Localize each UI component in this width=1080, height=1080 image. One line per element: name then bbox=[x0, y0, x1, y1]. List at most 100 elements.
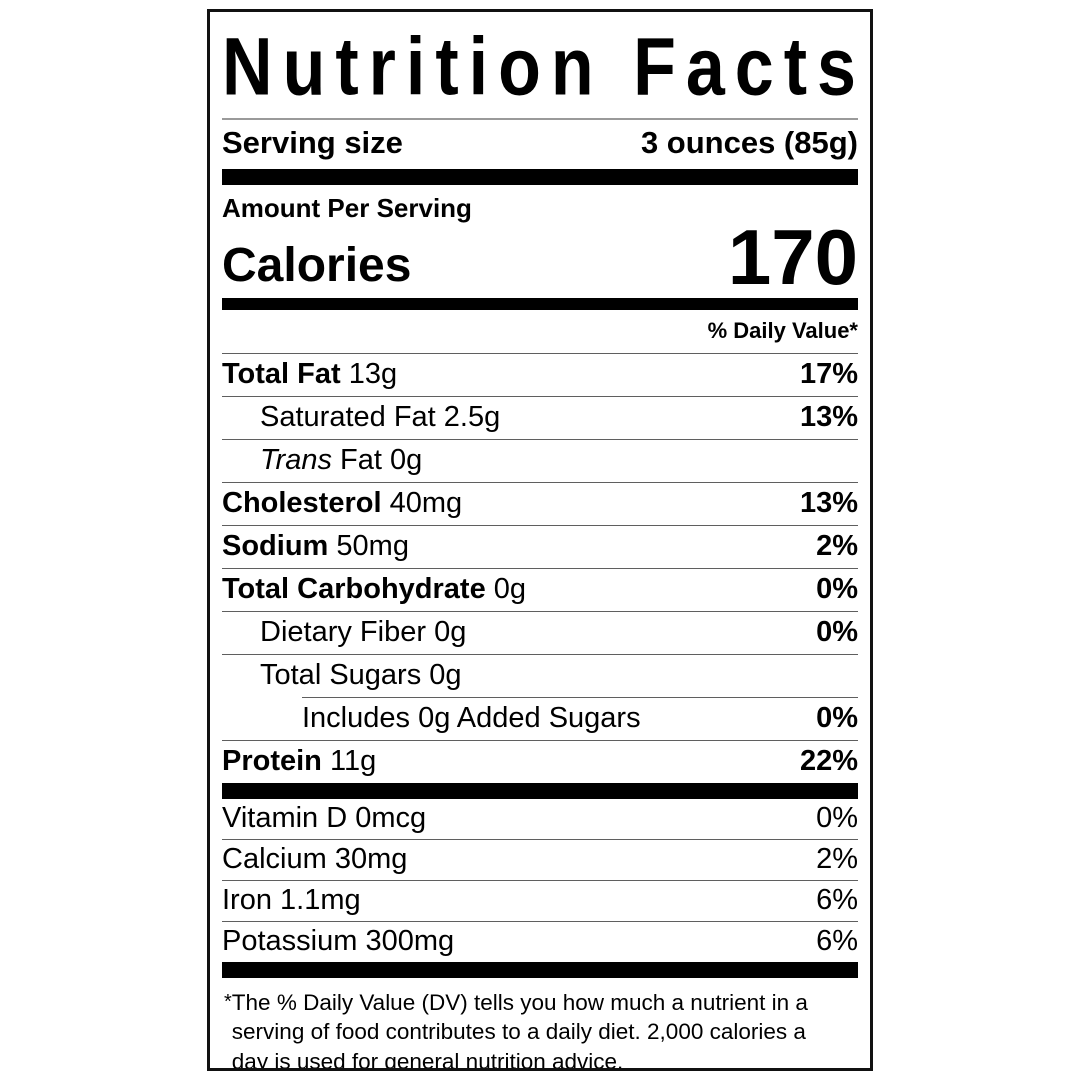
nutrient-dv: 0% bbox=[816, 701, 858, 734]
nutrient-name: Total Fat bbox=[222, 357, 341, 390]
row-divider bbox=[222, 838, 858, 840]
row-calcium: Calcium 30mg 2% bbox=[222, 840, 858, 880]
nutrient-amount: 50mg bbox=[336, 529, 409, 562]
row-divider bbox=[222, 610, 858, 612]
title-letter: c bbox=[734, 21, 776, 112]
footnote-asterisk: * bbox=[224, 990, 232, 1013]
vitamin-name: Vitamin D bbox=[222, 801, 348, 834]
title-letter: r bbox=[368, 21, 398, 112]
vitamin-name-amount: Potassium 300mg bbox=[222, 924, 454, 958]
title-letter: a bbox=[685, 21, 727, 112]
vitamin-amount: 30mg bbox=[334, 842, 408, 875]
row-divider bbox=[222, 920, 858, 922]
nutrient-amount: 13g bbox=[348, 357, 398, 390]
vitamin-name-amount: Calcium 30mg bbox=[222, 842, 408, 876]
row-divider bbox=[222, 352, 858, 354]
calories-row: Calories 170 bbox=[222, 212, 858, 301]
serving-size-row: Serving size 3 ounces (85g) bbox=[222, 120, 858, 169]
row-total-carbohydrate: Total Carbohydrate 0g 0% bbox=[222, 569, 858, 611]
vitamin-amount: 1.1mg bbox=[280, 883, 361, 916]
row-divider bbox=[222, 395, 858, 397]
nutrient-name: Protein bbox=[222, 744, 322, 777]
nutrient-name-amount: Total Carbohydrate 0g bbox=[222, 572, 527, 606]
nutrient-name-amount: Cholesterol 40mg bbox=[222, 486, 463, 520]
nutrient-name: Sodium bbox=[222, 529, 329, 562]
row-total-fat: Total Fat 13g 17% bbox=[222, 354, 858, 396]
thick-separator-bar bbox=[222, 782, 858, 799]
title-letter: t bbox=[335, 21, 361, 112]
thick-separator-bar bbox=[222, 169, 858, 186]
row-sodium: Sodium 50mg 2% bbox=[222, 526, 858, 568]
thick-separator-bar bbox=[222, 298, 858, 311]
nutrient-name: Fat bbox=[340, 443, 382, 476]
row-divider bbox=[222, 438, 858, 440]
amount-per-serving-label: Amount Per Serving bbox=[222, 193, 472, 224]
title-letter: t bbox=[783, 21, 810, 112]
row-divider bbox=[222, 524, 858, 526]
row-divider bbox=[222, 879, 858, 881]
title-letter: n bbox=[550, 21, 596, 112]
row-saturated-fat: Saturated Fat 2.5g 13% bbox=[222, 397, 858, 439]
nutrient-name: Total Carbohydrate bbox=[222, 572, 486, 605]
row-divider bbox=[222, 739, 858, 741]
calories-value: 170 bbox=[727, 212, 858, 301]
vitamin-amount: 0mcg bbox=[355, 801, 427, 834]
vitamin-name-amount: Iron 1.1mg bbox=[222, 883, 361, 917]
nutrient-dv: 0% bbox=[816, 572, 858, 605]
row-divider-indented bbox=[302, 696, 858, 698]
title-letter: F bbox=[633, 21, 678, 112]
nutrient-name-amount: Protein 11g bbox=[222, 744, 377, 778]
row-divider bbox=[222, 481, 858, 483]
title-letter: i bbox=[468, 21, 491, 112]
nutrient-name-amount: Saturated Fat 2.5g bbox=[222, 400, 500, 434]
vitamin-name: Potassium bbox=[222, 924, 358, 957]
nutrient-amount: 0g bbox=[493, 572, 527, 605]
nutrient-name: Cholesterol bbox=[222, 486, 382, 519]
serving-size-label: Serving size bbox=[222, 125, 403, 160]
title-letter: s bbox=[817, 21, 858, 112]
nutrient-amount: 11g bbox=[329, 744, 377, 777]
nutrient-dv: 13% bbox=[799, 400, 858, 433]
title-letter: u bbox=[282, 21, 328, 112]
nutrient-name-amount: Sodium 50mg bbox=[222, 529, 409, 563]
vitamin-name-amount: Vitamin D 0mcg bbox=[222, 801, 427, 835]
nutrient-dv: 22% bbox=[799, 744, 858, 777]
row-protein: Protein 11g 22% bbox=[222, 741, 858, 783]
vitamin-name: Calcium bbox=[222, 842, 327, 875]
serving-size-value: 3 ounces (85g) bbox=[640, 125, 858, 160]
title-letter: o bbox=[498, 21, 543, 112]
title-letter bbox=[604, 26, 625, 107]
nutrient-amount: 0g bbox=[390, 443, 423, 476]
nutrient-name: Total Sugars bbox=[260, 658, 422, 691]
row-divider bbox=[222, 653, 858, 655]
nutrient-name-amount: Dietary Fiber 0g bbox=[222, 615, 467, 649]
calories-label: Calories bbox=[222, 238, 412, 292]
nutrient-amount: 0g bbox=[434, 615, 467, 648]
row-vitamin-d: Vitamin D 0mcg 0% bbox=[222, 799, 858, 839]
nutrient-dv: 17% bbox=[799, 357, 858, 390]
nutrient-name: Saturated Fat bbox=[260, 400, 436, 433]
nutrient-name: Dietary Fiber bbox=[260, 615, 426, 648]
row-potassium: Potassium 300mg 6% bbox=[222, 922, 858, 962]
daily-value-header: % Daily Value* bbox=[707, 318, 858, 344]
row-total-sugars: Total Sugars 0g bbox=[222, 655, 858, 697]
footnote: * The % Daily Value (DV) tells you how m… bbox=[222, 978, 858, 1071]
row-dietary-fiber: Dietary Fiber 0g 0% bbox=[222, 612, 858, 654]
nutrient-name: Includes 0g Added Sugars bbox=[302, 701, 641, 734]
title-letter: N bbox=[222, 21, 275, 112]
row-cholesterol: Cholesterol 40mg 13% bbox=[222, 483, 858, 525]
thick-separator-bar bbox=[222, 961, 858, 978]
nutrient-amount: 40mg bbox=[389, 486, 463, 519]
nutrient-amount: 0g bbox=[429, 658, 462, 691]
row-iron: Iron 1.1mg 6% bbox=[222, 881, 858, 921]
nutrient-name-amount: Trans Fat 0g bbox=[222, 443, 423, 477]
vitamin-dv: 0% bbox=[816, 801, 858, 834]
nutrient-name-italic: Trans bbox=[260, 443, 332, 476]
vitamin-dv: 2% bbox=[816, 842, 858, 875]
footnote-text: The % Daily Value (DV) tells you how muc… bbox=[231, 989, 808, 1071]
title-letter: t bbox=[435, 21, 461, 112]
vitamin-dv: 6% bbox=[816, 924, 858, 957]
